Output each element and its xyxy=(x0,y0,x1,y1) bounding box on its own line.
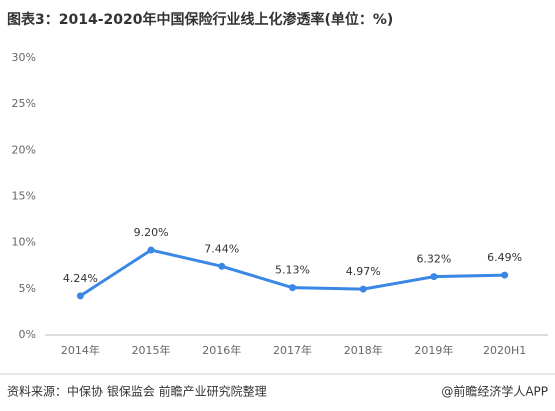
y-tick-label: 0% xyxy=(19,328,36,341)
data-point xyxy=(147,246,155,254)
y-tick-label: 20% xyxy=(12,143,36,156)
x-tick-label: 2020H1 xyxy=(483,344,526,357)
data-label: 4.97% xyxy=(346,265,381,278)
x-tick-label: 2018年 xyxy=(344,343,383,357)
data-point xyxy=(430,273,438,281)
data-label: 9.20% xyxy=(134,226,169,239)
y-tick-label: 5% xyxy=(19,282,36,295)
x-tick-label: 2019年 xyxy=(414,343,453,357)
data-point xyxy=(501,271,509,279)
x-tick-label: 2015年 xyxy=(132,343,171,357)
data-label: 4.24% xyxy=(63,272,98,285)
data-label: 7.44% xyxy=(204,242,239,255)
y-tick-label: 30% xyxy=(12,51,36,64)
x-tick-label: 2017年 xyxy=(273,343,312,357)
source-note: 资料来源：中保协 银保监会 前瞻产业研究院整理 xyxy=(7,384,267,399)
data-point xyxy=(218,262,226,270)
data-point xyxy=(76,292,84,300)
x-tick-label: 2016年 xyxy=(202,343,241,357)
data-label: 5.13% xyxy=(275,264,310,277)
y-tick-label: 15% xyxy=(12,190,36,203)
x-tick-label: 2014年 xyxy=(61,343,100,357)
data-label: 6.49% xyxy=(487,251,522,264)
chart-title: 图表3：2014-2020年中国保险行业线上化渗透率(单位：%) xyxy=(7,11,393,28)
data-point xyxy=(289,284,296,292)
y-tick-label: 10% xyxy=(12,236,36,249)
data-label: 6.32% xyxy=(416,253,451,266)
y-tick-label: 25% xyxy=(12,97,36,110)
credit: @前瞻经济学人APP xyxy=(441,384,548,399)
data-point xyxy=(359,285,367,293)
